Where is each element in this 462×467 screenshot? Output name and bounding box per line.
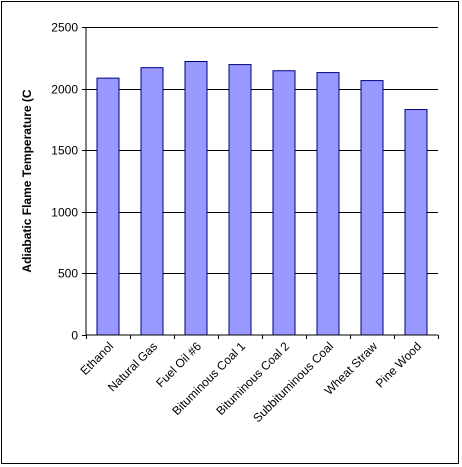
x-tick-label: Bituminous Coal 1 — [169, 339, 248, 418]
bars — [96, 60, 428, 336]
x-tick-label: Bituminous Coal 2 — [213, 339, 292, 418]
x-tick-label: Pine Wood — [373, 339, 424, 390]
x-tick-label: Subbituminous Coal — [250, 339, 336, 425]
bar — [140, 67, 164, 336]
y-tick-label: 1000 — [51, 206, 78, 220]
y-tick-label: 2500 — [51, 21, 78, 35]
bar — [272, 70, 296, 336]
y-tick-labels: 0 500 1000 1500 2000 2500 — [51, 21, 78, 343]
bar — [404, 109, 428, 336]
y-tick-label: 0 — [71, 329, 78, 343]
axes — [82, 27, 439, 339]
gridlines — [86, 27, 438, 274]
x-tick-label: Ethanol — [77, 339, 116, 378]
bar — [184, 60, 208, 336]
bar — [316, 72, 340, 336]
y-tick-label: 500 — [58, 267, 78, 281]
y-tick-label: 1500 — [51, 144, 78, 158]
bar — [96, 77, 120, 336]
bar — [228, 64, 252, 336]
bar — [360, 80, 384, 336]
y-tick-label: 2000 — [51, 83, 78, 97]
y-axis-title: Adiabatic Flame Temperature (C — [20, 89, 34, 272]
